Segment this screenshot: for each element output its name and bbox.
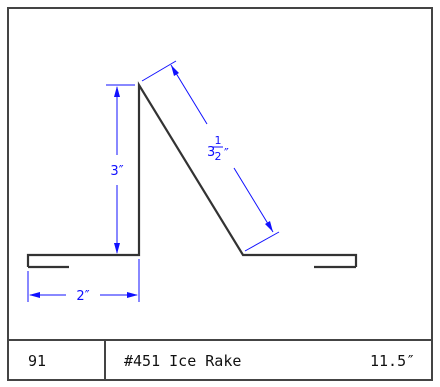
slope-dimension: 3 1 2 ″ [141,60,280,252]
slope-whole: 3 [207,145,215,160]
slope-numerator: 1 [215,134,222,147]
drawing-number: 91 [28,352,46,370]
height-label: 3″ [110,164,123,179]
base-label: 2″ [76,289,89,304]
base-dimension: 2″ [27,259,140,304]
part-name: #451 Ice Rake [124,352,241,370]
slope-denominator: 2 [215,150,222,163]
slope-unit: ″ [224,147,229,162]
drawing-frame [7,7,433,381]
part-length: 11.5″ [370,352,415,370]
height-dimension: 3″ [106,84,135,254]
part-profile [26,81,358,267]
